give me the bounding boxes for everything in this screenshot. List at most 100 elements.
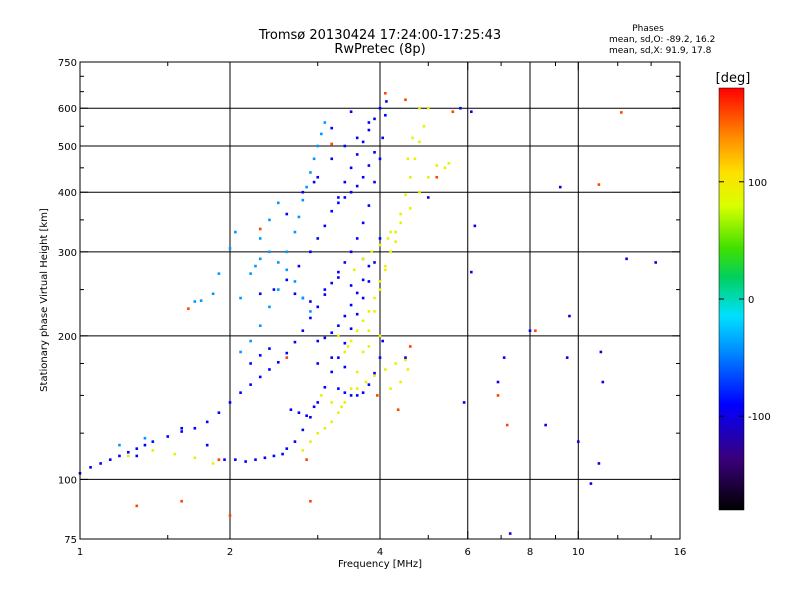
data-point [258, 227, 262, 231]
data-point [316, 339, 320, 343]
data-point [565, 356, 569, 359]
data-point [470, 270, 473, 274]
data-point [180, 430, 184, 433]
data-point [378, 334, 382, 338]
data-point [316, 401, 320, 404]
data-point [337, 356, 340, 359]
data-point [404, 98, 407, 102]
data-point [249, 362, 252, 365]
data-point [381, 339, 384, 343]
data-point [384, 113, 387, 117]
data-point [496, 394, 500, 397]
data-point [330, 142, 334, 146]
data-point [406, 368, 410, 371]
data-point [337, 201, 340, 205]
data-point [384, 91, 387, 95]
data-point [343, 391, 347, 394]
data-point [367, 310, 371, 313]
data-point [211, 292, 215, 296]
data-point [367, 329, 371, 332]
data-point [193, 300, 197, 303]
data-point [126, 454, 130, 458]
chart-subtitle: RwPretec (8p) [334, 42, 425, 57]
data-point [343, 196, 347, 199]
data-point [193, 426, 197, 430]
data-point [343, 261, 347, 264]
data-point [293, 292, 297, 296]
data-point [384, 368, 387, 371]
data-point [323, 224, 327, 228]
data-point [597, 462, 601, 465]
data-point [534, 329, 537, 332]
series-isolated-points [404, 106, 657, 535]
data-point [323, 385, 327, 389]
data-point [285, 250, 289, 254]
data-point [349, 327, 353, 330]
data-point [316, 144, 320, 148]
y-tick-labels: 75 100 200 300 400 500 600 750 [58, 58, 77, 546]
y-tick-label: 100 [58, 475, 77, 486]
data-point [418, 190, 421, 194]
data-point [309, 300, 312, 303]
y-tick-label: 200 [58, 332, 77, 343]
data-point [309, 499, 312, 503]
data-point [394, 240, 397, 244]
data-point [367, 345, 371, 348]
phase-info-heading: Phases [632, 24, 664, 34]
data-point [330, 370, 334, 374]
data-point [268, 305, 271, 309]
data-point [426, 196, 430, 199]
data-point [346, 345, 350, 348]
data-point [316, 175, 320, 179]
phase-info-x: mean, sd,X: 91.9, 17.8 [609, 46, 712, 56]
data-point [404, 356, 407, 359]
y-tick-label: 500 [58, 142, 77, 153]
x-tick-label: 10 [572, 547, 585, 558]
data-point [330, 281, 334, 285]
x-tick-label: 8 [527, 547, 533, 558]
data-point [187, 307, 190, 310]
data-point [263, 456, 267, 460]
data-point [373, 117, 376, 121]
data-point [367, 128, 371, 132]
colorbar-tick-label: 0 [748, 295, 754, 306]
data-point [297, 264, 301, 268]
data-point [404, 193, 407, 197]
data-point [558, 185, 562, 189]
data-point [435, 175, 439, 179]
data-point [352, 268, 356, 272]
data-point [349, 394, 353, 397]
data-point [654, 261, 657, 264]
data-point [301, 428, 305, 432]
data-point [249, 339, 252, 343]
data-point [349, 166, 353, 170]
data-point [228, 401, 232, 404]
chart-title: Tromsø 20130424 17:24:00-17:25:43 [258, 28, 501, 43]
data-point [211, 462, 215, 465]
data-point [297, 411, 301, 414]
data-point [305, 458, 308, 461]
data-point [272, 454, 276, 458]
data-point [389, 230, 392, 234]
data-point [568, 314, 571, 318]
data-point [544, 423, 547, 427]
data-point [312, 405, 316, 409]
data-point [349, 387, 353, 390]
data-point [386, 237, 390, 240]
data-point [384, 264, 387, 268]
data-point [228, 247, 232, 250]
series-x-mode-trace-yellow-90-deg- [126, 106, 451, 465]
data-point [343, 144, 347, 148]
data-point [258, 257, 262, 261]
data-point [367, 204, 371, 207]
data-point [384, 268, 387, 272]
data-point [496, 380, 500, 384]
data-point [234, 458, 237, 461]
data-point [180, 499, 184, 503]
data-point [293, 280, 297, 283]
data-point [323, 293, 327, 296]
data-point [349, 303, 353, 307]
data-point [301, 449, 305, 452]
data-point [337, 276, 340, 279]
data-point [589, 482, 593, 485]
